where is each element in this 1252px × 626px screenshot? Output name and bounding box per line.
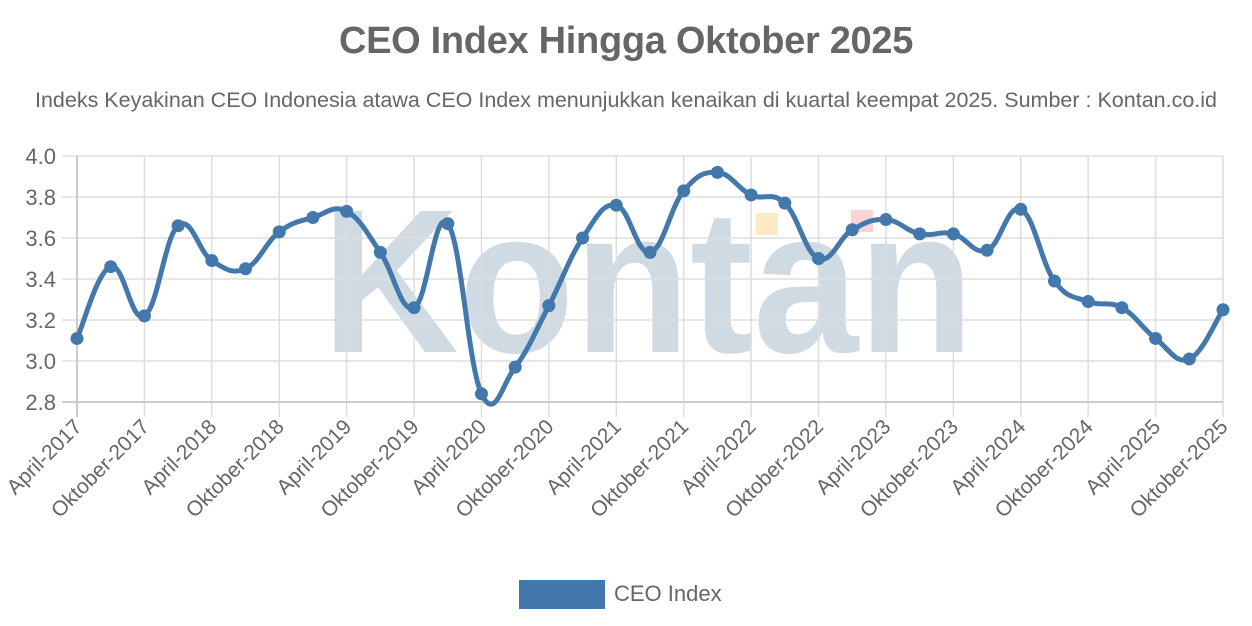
data-point[interactable] (845, 223, 859, 237)
data-point[interactable] (1014, 202, 1028, 216)
chart-title: CEO Index Hingga Oktober 2025 (338, 20, 914, 62)
data-point[interactable] (744, 188, 758, 202)
data-point[interactable] (508, 360, 522, 374)
data-points (70, 165, 1230, 401)
data-point[interactable] (272, 225, 286, 239)
data-point[interactable] (441, 217, 455, 231)
data-point[interactable] (1216, 303, 1230, 317)
y-tick-label: 3.2 (25, 308, 56, 333)
data-point[interactable] (1149, 331, 1163, 345)
data-point[interactable] (104, 260, 118, 274)
data-point[interactable] (677, 184, 691, 198)
data-point[interactable] (205, 254, 219, 268)
legend-label: CEO Index (614, 581, 722, 606)
data-point[interactable] (340, 204, 354, 218)
y-tick-label: 3.6 (25, 226, 56, 251)
data-point[interactable] (1081, 295, 1095, 309)
data-point[interactable] (70, 331, 84, 345)
data-point[interactable] (1115, 301, 1129, 315)
data-point[interactable] (913, 227, 927, 241)
x-axis-labels: April-2017Oktober-2017April-2018Oktober-… (3, 415, 1233, 522)
y-tick-label: 3.4 (25, 267, 56, 292)
data-point[interactable] (980, 243, 994, 257)
grid (62, 155, 1224, 417)
legend[interactable]: CEO Index (519, 579, 722, 609)
data-point[interactable] (239, 262, 253, 276)
data-point[interactable] (643, 245, 657, 259)
watermark-text: Kontan (322, 167, 974, 396)
y-tick-label: 4.0 (25, 144, 56, 169)
y-tick-label: 2.8 (25, 390, 56, 415)
y-tick-label: 3.8 (25, 185, 56, 210)
data-point[interactable] (171, 219, 185, 233)
data-point[interactable] (778, 196, 792, 210)
legend-swatch (519, 579, 605, 609)
data-point[interactable] (946, 227, 960, 241)
data-point[interactable] (576, 231, 590, 245)
data-point[interactable] (1047, 274, 1061, 288)
watermark: Kontan (322, 167, 974, 396)
data-point[interactable] (812, 252, 826, 265)
data-point[interactable] (710, 165, 724, 179)
data-point[interactable] (407, 301, 421, 315)
data-point[interactable] (1182, 352, 1196, 366)
data-point[interactable] (474, 387, 488, 401)
data-point[interactable] (137, 309, 151, 323)
data-point[interactable] (542, 299, 556, 313)
data-point[interactable] (879, 213, 893, 227)
chart-subtitle: Indeks Keyakinan CEO Indonesia atawa CEO… (34, 88, 1217, 112)
data-point[interactable] (306, 211, 320, 224)
y-axis-labels: 2.8 3.0 3.2 3.4 3.6 3.8 4.0 (25, 144, 56, 415)
watermark-accent (756, 213, 778, 235)
data-point[interactable] (373, 245, 387, 259)
data-point[interactable] (609, 198, 623, 212)
y-tick-label: 3.0 (25, 349, 56, 374)
